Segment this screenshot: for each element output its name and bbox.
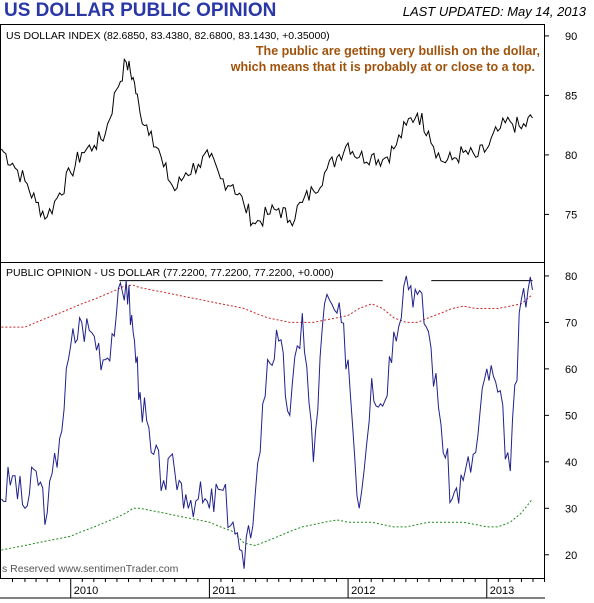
upper-band-line xyxy=(1,284,533,328)
top-y-tick-label: 90 xyxy=(565,31,577,43)
bottom-y-tick-label: 60 xyxy=(565,364,577,376)
x-year-label: 2011 xyxy=(212,585,236,597)
top-panel-header: US DOLLAR INDEX (82.6850, 83.4380, 82.68… xyxy=(6,30,330,42)
chart-title: US DOLLAR PUBLIC OPINION xyxy=(4,0,277,21)
bottom-panel-header: PUBLIC OPINION - US DOLLAR (77.2200, 77.… xyxy=(6,267,334,279)
bottom-y-tick-label: 80 xyxy=(565,271,577,283)
us-dollar-index-line xyxy=(0,58,533,228)
lower-band-line xyxy=(1,498,533,551)
x-year-label: 2012 xyxy=(351,585,375,597)
copyright-label: s Reserved www.sentimenTrader.com xyxy=(2,563,179,575)
bottom-y-tick-label: 30 xyxy=(565,503,577,515)
top-y-tick-label: 75 xyxy=(565,209,577,221)
bottom-panel-frame xyxy=(0,262,545,579)
annotation-line-1: The public are getting very bullish on t… xyxy=(256,44,540,58)
bottom-y-tick-label: 70 xyxy=(565,317,577,329)
bottom-y-tick-label: 20 xyxy=(565,550,577,562)
last-updated-label: LAST UPDATED: May 14, 2013 xyxy=(402,4,586,19)
top-y-tick-label: 85 xyxy=(565,90,577,102)
bottom-y-tick-label: 40 xyxy=(565,457,577,469)
top-y-tick-label: 80 xyxy=(565,150,577,162)
annotation-line-2: which means that it is probably at or cl… xyxy=(230,60,535,74)
public-opinion-line xyxy=(1,275,533,569)
x-year-label: 2013 xyxy=(490,585,514,597)
x-year-label: 2010 xyxy=(74,585,98,597)
bottom-y-tick-label: 50 xyxy=(565,410,577,422)
